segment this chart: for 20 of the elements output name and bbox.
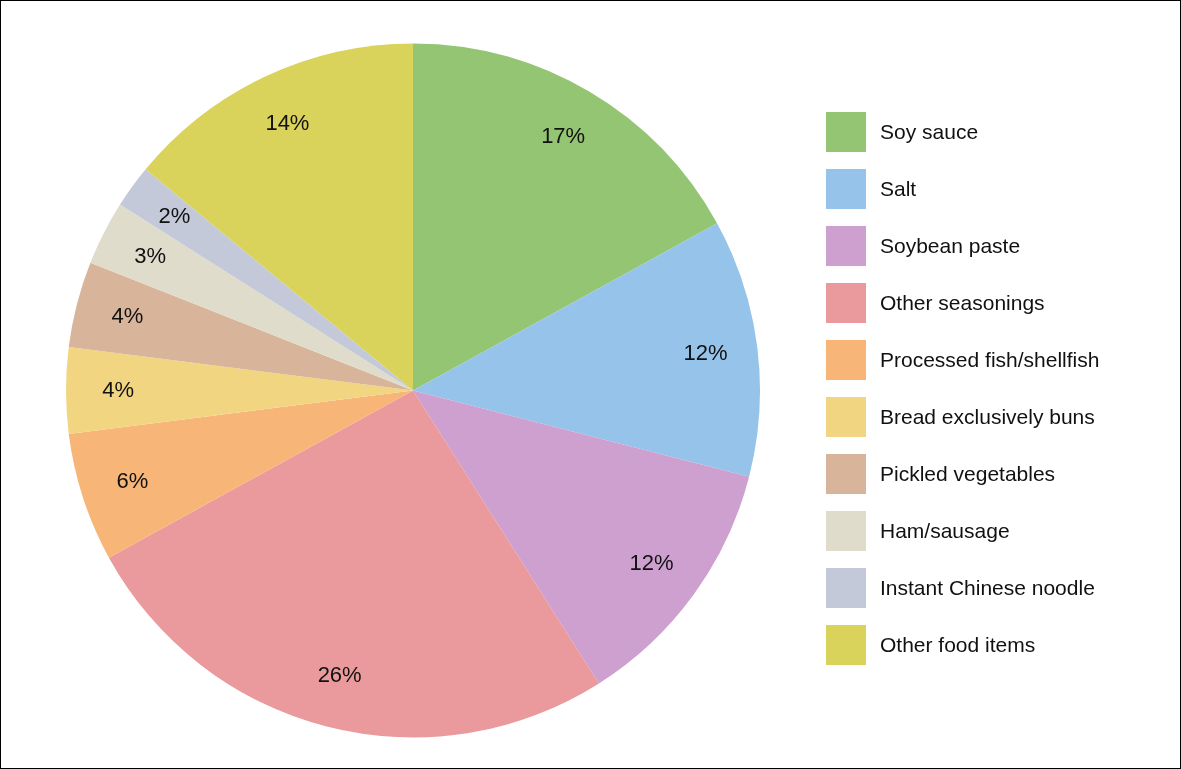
data-label: 26%: [317, 662, 362, 688]
data-label: 14%: [265, 109, 310, 135]
legend-label: Pickled vegetables: [880, 462, 1056, 486]
data-label: 4%: [102, 376, 134, 402]
legend-label: Processed fish/shellfish: [880, 348, 1100, 372]
data-label: 4%: [111, 303, 144, 329]
legend-label: Ham/sausage: [880, 519, 1010, 543]
legend-label: Other food items: [880, 633, 1036, 657]
data-label: 17%: [541, 122, 586, 148]
legend-label: Instant Chinese noodle: [880, 576, 1095, 600]
legend-label: Other seasonings: [880, 291, 1045, 315]
legend-label: Soy sauce: [880, 120, 979, 144]
legend-label: Bread exclusively buns: [880, 405, 1095, 429]
legend-label: Salt: [880, 177, 917, 201]
data-label: 2%: [158, 203, 191, 229]
data-label: 3%: [134, 242, 167, 268]
legend-label: Soybean paste: [880, 234, 1021, 258]
data-label: 12%: [629, 549, 674, 575]
data-label: 6%: [116, 467, 149, 493]
data-label: 12%: [683, 339, 728, 365]
